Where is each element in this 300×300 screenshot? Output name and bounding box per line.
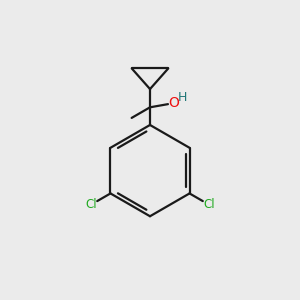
Text: Cl: Cl bbox=[203, 198, 215, 211]
Text: H: H bbox=[178, 91, 188, 104]
Text: O: O bbox=[168, 96, 179, 110]
Text: Cl: Cl bbox=[85, 198, 97, 211]
